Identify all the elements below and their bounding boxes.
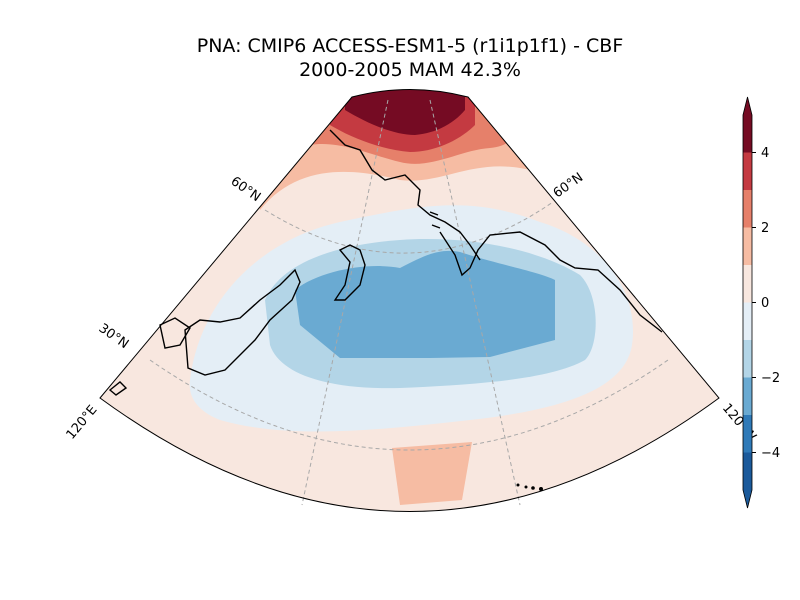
map-title: PNA: CMIP6 ACCESS-ESM1-5 (r1i1p1f1) - CB…	[0, 34, 800, 82]
colorbar-tick-neg2: −2	[761, 371, 780, 386]
coastline-taiwan	[108, 381, 128, 396]
coastline-alaska	[439, 231, 663, 333]
colorbar-band-4-5	[743, 115, 752, 153]
colorbar-tick-4: 4	[761, 146, 769, 161]
title-line-2: 2000-2005 MAM 42.3%	[299, 59, 521, 81]
coastlines	[108, 129, 663, 396]
contour-field	[100, 89, 719, 512]
contour-neg-2-3	[295, 250, 555, 358]
colorbar-band-neg2-3	[743, 377, 752, 415]
colorbar-band-neg1-2	[743, 340, 752, 378]
lat-label-60-left: 60°N	[228, 174, 263, 205]
colorbar-tick-neg4: −4	[761, 446, 780, 461]
coastline-korea	[159, 317, 191, 349]
lon-label-120w: 120°W	[719, 401, 759, 445]
colorbar-tick-2: 2	[761, 221, 769, 236]
coastline-east-asia	[184, 268, 301, 376]
title-line-1: PNA: CMIP6 ACCESS-ESM1-5 (r1i1p1f1) - CB…	[196, 35, 624, 57]
colorbar-band-3-4	[743, 152, 752, 190]
coastline-kamchatka	[333, 244, 366, 301]
colorbar-extend-max	[743, 97, 752, 115]
colorbar-band-neg4-5	[743, 452, 752, 490]
colorbar-tick-0: 0	[761, 296, 769, 311]
gridline-lat-30	[149, 359, 669, 451]
colorbar: 4 2 0 −2 −4	[742, 96, 780, 509]
contour-pos-1-2-south	[392, 442, 472, 505]
hawaii-islands	[516, 483, 543, 491]
graticule	[149, 99, 669, 506]
colorbar-band-neg3-4	[743, 415, 752, 453]
colorbar-outline	[742, 96, 753, 509]
colorbar-band-0-1	[743, 265, 752, 303]
colorbar-band-2-3	[743, 190, 752, 228]
coastline-islands	[429, 211, 441, 229]
lon-label-120e: 120°E	[64, 403, 101, 443]
gridline-lon-1	[301, 99, 389, 506]
gridline-lon-2	[429, 99, 521, 506]
lat-label-60-right: 60°N	[551, 170, 586, 201]
colorbar-band-1-2	[743, 227, 752, 265]
lat-label-30-left: 30°N	[96, 321, 131, 352]
map-boundary	[99, 89, 720, 512]
gridline-lat-60	[264, 201, 554, 254]
coastline-siberia	[329, 129, 481, 261]
colorbar-extend-min	[743, 490, 752, 508]
colorbar-band-neg0-1	[743, 302, 752, 340]
